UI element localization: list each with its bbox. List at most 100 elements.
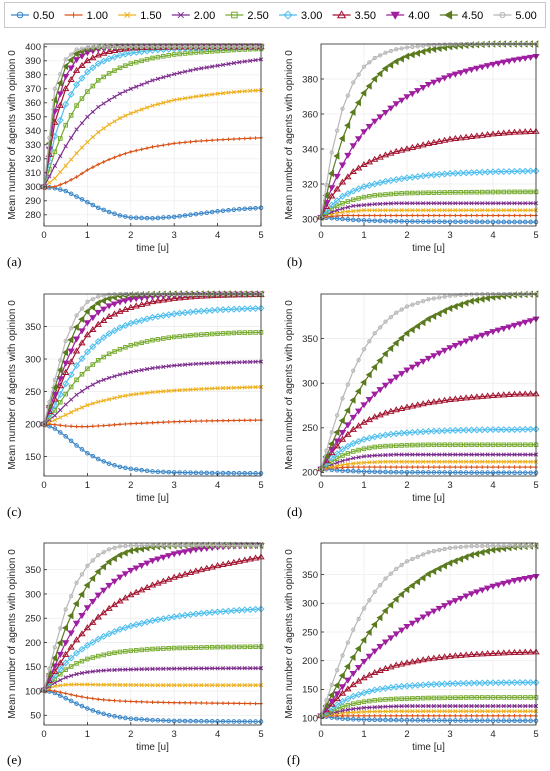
- y-tick-label: 250: [25, 387, 41, 398]
- data-point: [253, 57, 258, 63]
- data-point: [197, 609, 205, 617]
- data-point: [52, 163, 58, 168]
- data-point: [242, 385, 247, 390]
- data-point: [458, 703, 463, 709]
- data-point: [367, 465, 372, 469]
- y-tick-label: 350: [302, 334, 318, 345]
- data-point: [372, 218, 378, 224]
- data-point: [372, 460, 377, 465]
- data-point: [367, 202, 372, 207]
- data-point: [241, 556, 249, 563]
- data-point: [338, 134, 345, 143]
- data-point: [56, 639, 63, 647]
- y-tick-label: 350: [25, 565, 41, 576]
- y-tick-label: 250: [25, 614, 41, 625]
- data-point: [404, 304, 410, 309]
- data-point: [96, 697, 101, 702]
- data-point: [526, 54, 535, 61]
- data-point: [112, 545, 117, 550]
- x-tick-label: 1: [85, 729, 90, 740]
- data-point: [507, 714, 511, 718]
- x-tick-label: 2: [128, 729, 133, 740]
- data-point: [387, 176, 395, 185]
- data-point: [112, 211, 117, 217]
- data-point: [345, 209, 351, 214]
- data-point: [355, 437, 363, 445]
- data-point: [199, 93, 204, 98]
- data-point: [424, 399, 433, 406]
- data-point: [528, 459, 533, 464]
- data-point: [345, 93, 351, 98]
- data-point: [63, 57, 69, 62]
- data-point: [253, 359, 258, 364]
- data-point: [404, 459, 410, 464]
- data-point: [74, 127, 79, 132]
- data-point: [220, 644, 226, 650]
- data-point: [431, 190, 437, 195]
- data-point: [226, 360, 231, 365]
- data-point: [394, 714, 399, 718]
- data-point: [237, 385, 242, 390]
- data-point: [500, 59, 508, 66]
- data-point: [475, 213, 479, 218]
- data-point: [367, 339, 372, 344]
- data-point: [139, 421, 144, 425]
- data-point: [89, 64, 97, 72]
- y-tick-label: 320: [302, 179, 318, 190]
- data-point: [469, 470, 474, 475]
- data-point: [437, 703, 442, 709]
- data-point: [106, 651, 112, 656]
- data-point: [484, 426, 492, 434]
- data-point: [533, 543, 539, 548]
- data-point: [117, 649, 123, 655]
- data-point: [166, 99, 171, 104]
- data-point: [166, 700, 171, 705]
- data-point: [501, 208, 506, 213]
- data-point: [474, 703, 480, 709]
- data-point: [383, 576, 388, 581]
- data-point: [221, 418, 225, 423]
- data-point: [215, 418, 220, 423]
- data-point: [397, 55, 404, 63]
- data-point: [56, 91, 64, 98]
- data-point: [85, 563, 90, 568]
- data-point: [117, 346, 123, 352]
- x-axis-label: time [u]: [136, 243, 169, 254]
- data-point: [52, 413, 58, 418]
- data-point: [193, 543, 199, 548]
- data-point: [420, 452, 426, 457]
- data-point: [437, 714, 442, 718]
- y-tick-label: 380: [302, 74, 318, 85]
- x-tick-label: 3: [172, 230, 177, 241]
- data-point: [57, 430, 63, 435]
- data-point: [431, 208, 437, 213]
- data-point: [522, 543, 528, 548]
- x-axis-label: time [u]: [136, 742, 169, 753]
- data-point: [496, 714, 501, 718]
- series-line: [320, 575, 537, 717]
- data-point: [485, 709, 490, 714]
- data-point: [474, 208, 480, 213]
- data-point: [521, 576, 529, 583]
- data-point: [506, 703, 512, 709]
- data-point: [127, 622, 135, 630]
- legend-marker: [336, 10, 347, 19]
- data-point: [215, 209, 220, 214]
- data-point: [95, 44, 101, 49]
- data-point: [237, 470, 242, 476]
- data-point: [376, 666, 384, 674]
- data-point: [338, 697, 347, 705]
- data-point: [340, 213, 345, 218]
- data-point: [193, 94, 199, 99]
- data-point: [94, 567, 101, 576]
- data-point: [419, 614, 427, 621]
- data-point: [94, 592, 102, 599]
- series-4.00: [40, 44, 265, 191]
- data-point: [74, 661, 79, 666]
- data-point: [356, 447, 361, 453]
- data-point: [367, 453, 372, 459]
- data-point: [186, 548, 195, 555]
- series-4.50: [317, 40, 539, 221]
- data-point: [177, 718, 182, 724]
